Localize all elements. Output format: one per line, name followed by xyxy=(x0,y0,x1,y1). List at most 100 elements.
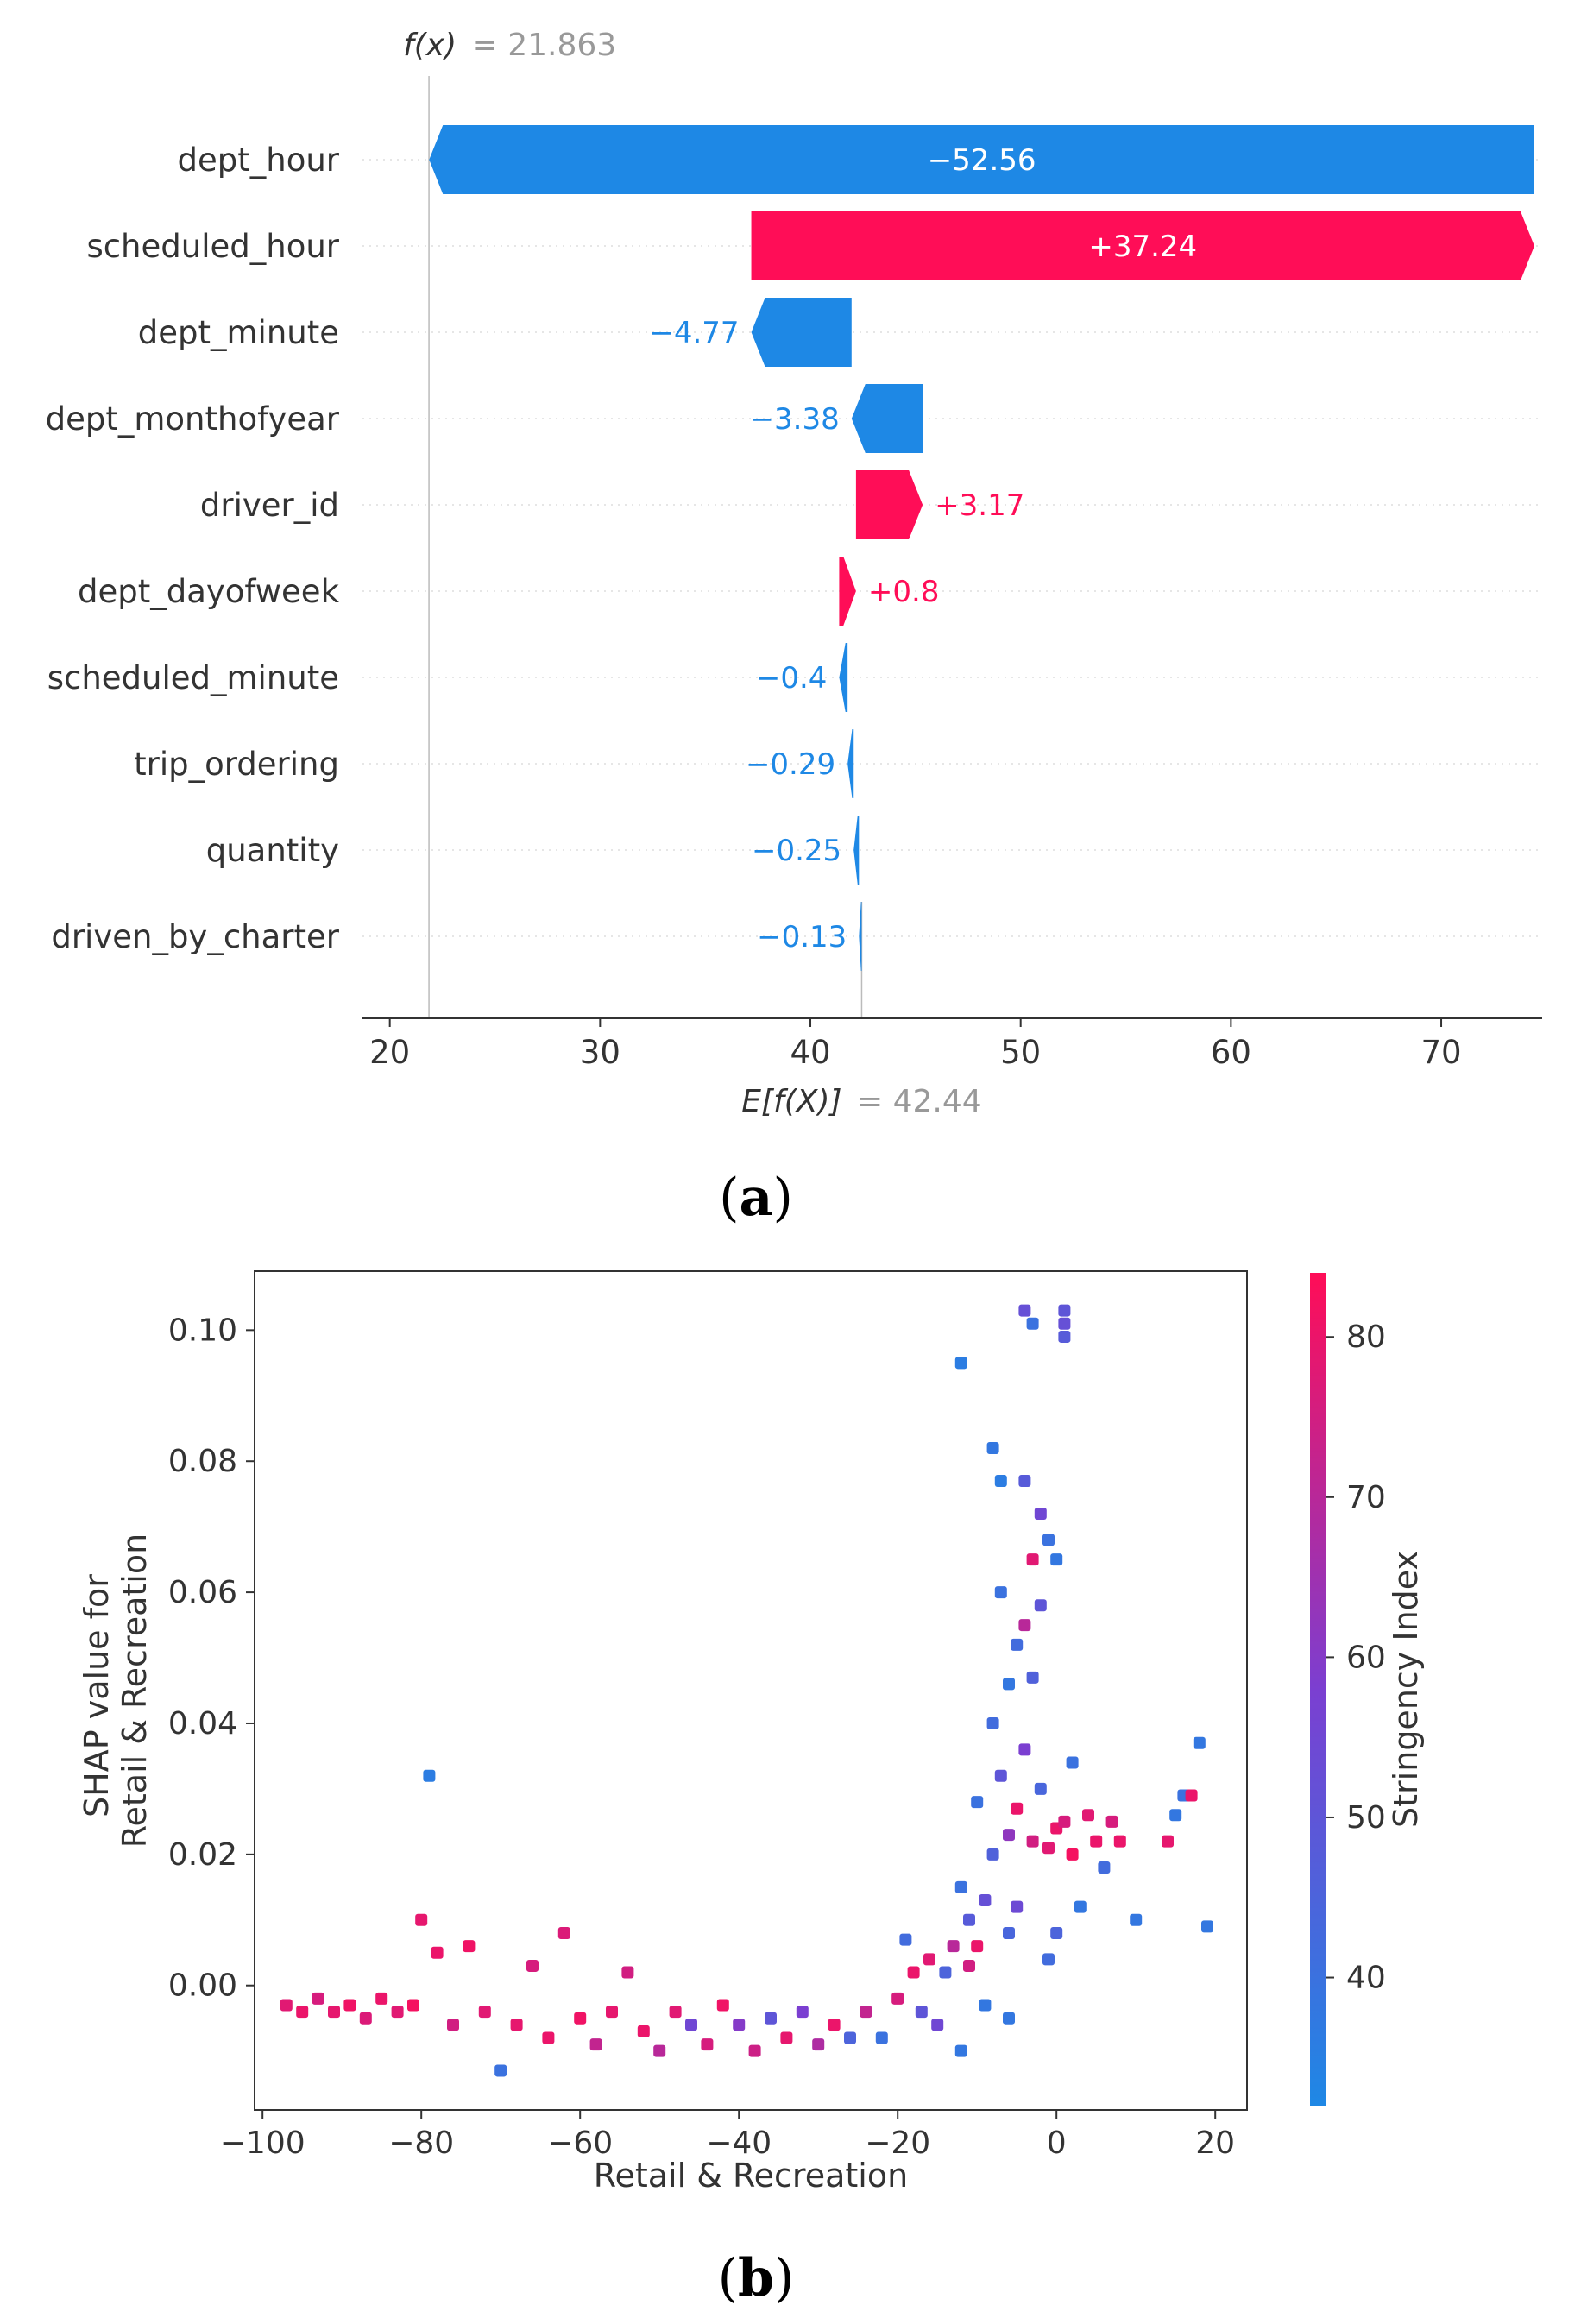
scatter-point xyxy=(1098,1861,1111,1874)
scatter-point xyxy=(606,2006,618,2019)
scatter-point xyxy=(1090,1835,1103,1848)
scatter-point xyxy=(574,2012,587,2025)
scatter-point xyxy=(1011,1638,1024,1651)
scatter-point xyxy=(1034,1507,1047,1520)
scatter-point xyxy=(979,1894,992,1906)
scatter-point xyxy=(844,2031,856,2044)
base-value-number: = 42.44 xyxy=(857,1084,982,1119)
scatter-point xyxy=(986,1716,999,1729)
x-tick-label: 30 xyxy=(580,1034,620,1071)
x-tick-label: 20 xyxy=(369,1034,410,1071)
scatter-point xyxy=(796,2006,809,2019)
scatter-point xyxy=(1201,1920,1213,1933)
scatter-point xyxy=(994,1475,1007,1487)
panel-b-label: (b) xyxy=(718,2248,795,2308)
scatter-point xyxy=(701,2038,714,2051)
colorbar-tick-label: 50 xyxy=(1346,1800,1386,1836)
scatter-point xyxy=(994,1769,1007,1782)
y-tick-label: 0.06 xyxy=(168,1575,237,1610)
x-tick-label: −80 xyxy=(388,2126,454,2161)
scatter-point xyxy=(954,1880,967,1893)
scatter-point xyxy=(1042,1953,1055,1966)
x-tick-label: −40 xyxy=(706,2126,772,2161)
scatter-point xyxy=(1026,1553,1039,1566)
x-tick-label: 60 xyxy=(1211,1034,1251,1071)
scatter-point xyxy=(431,1946,444,1959)
scatter-point xyxy=(463,1940,476,1953)
scatter-point xyxy=(1003,1926,1015,1939)
waterfall-bar-scheduled_hour xyxy=(751,211,1534,280)
feature-label-scheduled_minute: scheduled_minute xyxy=(47,659,339,696)
bar-value-label: +37.24 xyxy=(1088,230,1197,264)
scatter-point xyxy=(415,1913,428,1926)
feature-label-trip_ordering: trip_ordering xyxy=(134,746,339,783)
scatter-point xyxy=(716,1999,729,2012)
scatter-x-axis-title: Retail & Recreation xyxy=(594,2157,908,2195)
scatter-point xyxy=(1058,1304,1071,1317)
scatter-point xyxy=(923,1953,935,1966)
feature-label-dept_monthofyear: dept_monthofyear xyxy=(46,400,340,438)
bar-value-label: −0.4 xyxy=(756,661,828,696)
scatter-point xyxy=(1066,1848,1079,1861)
scatter-point xyxy=(828,2019,841,2031)
scatter-point xyxy=(526,1959,539,1972)
scatter-point xyxy=(931,2019,944,2031)
scatter-point xyxy=(1042,1534,1055,1546)
scatter-point xyxy=(1011,1900,1024,1913)
scatter-point xyxy=(1058,1815,1071,1828)
x-tick-label: 20 xyxy=(1195,2126,1235,2161)
waterfall-feature-labels: dept_hour scheduled_hour dept_minute dept_m… xyxy=(46,142,340,955)
waterfall-bar-dept_hour xyxy=(429,125,1534,194)
scatter-point xyxy=(899,1933,912,1946)
bar-value-label: +0.8 xyxy=(868,575,940,609)
scatter-point xyxy=(1018,1619,1031,1632)
panel-a-label: (a) xyxy=(719,1168,793,1228)
scatter-point xyxy=(907,1966,920,1979)
scatter-points xyxy=(280,1304,1213,2077)
scatter-point xyxy=(1169,1809,1182,1822)
scatter-y-ticks: 0.00 0.02 0.04 0.06 0.08 0.10 xyxy=(168,1313,255,2004)
scatter-point xyxy=(1042,1842,1055,1855)
y-tick-label: 0.02 xyxy=(168,1837,237,1873)
y-tick-label: 0.04 xyxy=(168,1706,237,1741)
waterfall-chart: −52.56 +37.24 −4.77 −3.38 +3.17 +0.8 −0.4 −0.29… xyxy=(46,28,1542,1119)
bar-value-label: −52.56 xyxy=(928,143,1036,178)
scatter-point xyxy=(478,2006,491,2019)
base-value-annotation: E[f(X)] = 42.44 xyxy=(741,1084,981,1119)
scatter-point xyxy=(1074,1900,1087,1913)
scatter-point xyxy=(280,1999,293,2012)
scatter-point xyxy=(1162,1835,1174,1848)
scatter-point xyxy=(986,1848,999,1861)
scatter-point xyxy=(1066,1756,1079,1769)
fx-value: = 21.863 xyxy=(472,28,617,63)
scatter-point xyxy=(1026,1317,1039,1330)
scatter-point xyxy=(765,2012,777,2025)
scatter-point xyxy=(407,1999,419,2012)
bar-value-label: +3.17 xyxy=(935,488,1024,523)
scatter-point xyxy=(1003,1829,1015,1842)
scatter-point xyxy=(542,2031,555,2044)
scatter-y-axis-title: SHAP value for Retail & Recreation xyxy=(78,1534,154,1848)
scatter-point xyxy=(391,2006,404,2019)
scatter-point xyxy=(375,1992,388,2005)
waterfall-bar-dept_monthofyear xyxy=(851,384,923,453)
scatter-point xyxy=(494,2064,507,2077)
scatter-point xyxy=(1113,1835,1126,1848)
colorbar-tick-label: 60 xyxy=(1346,1640,1386,1675)
waterfall-bar-trip_ordering xyxy=(847,729,854,798)
fx-label: f(x) xyxy=(403,28,457,63)
scatter-point xyxy=(1011,1802,1024,1815)
waterfall-bar-dept_minute xyxy=(751,298,852,367)
scatter-point xyxy=(954,1357,967,1370)
scatter-point xyxy=(510,2019,523,2031)
base-value-label: E[f(X)] xyxy=(741,1084,841,1119)
scatter-point xyxy=(423,1769,436,1782)
feature-label-driven_by_charter: driven_by_charter xyxy=(51,918,339,955)
bar-value-label: −0.29 xyxy=(746,747,835,782)
scatter-point xyxy=(296,2006,309,2019)
x-tick-label: 0 xyxy=(1047,2126,1067,2161)
scatter-point xyxy=(653,2044,666,2057)
scatter-point xyxy=(343,1999,356,2012)
scatter-point xyxy=(963,1913,975,1926)
scatter-point xyxy=(1018,1475,1031,1487)
